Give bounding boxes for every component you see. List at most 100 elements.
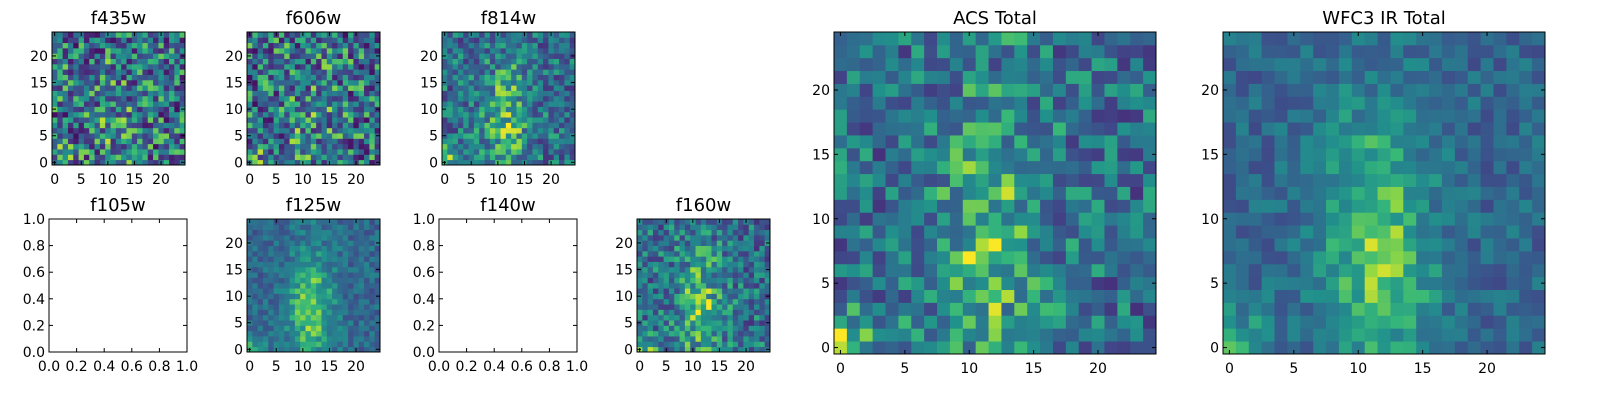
heatmap-cell xyxy=(137,53,143,59)
heatmap-cell xyxy=(1377,109,1391,123)
heatmap-cell xyxy=(321,219,328,225)
heatmap-cell xyxy=(706,288,712,294)
heatmap-cell xyxy=(1416,122,1430,136)
heatmap-cell xyxy=(872,70,886,84)
heatmap-cell xyxy=(642,245,649,252)
heatmap-cell xyxy=(1143,70,1157,84)
heatmap-cell xyxy=(754,250,760,257)
heatmap-cell xyxy=(110,53,117,59)
heatmap-cell xyxy=(131,117,138,123)
heatmap-cell xyxy=(722,346,728,353)
heatmap-cell xyxy=(690,330,696,337)
heatmap-cell xyxy=(722,277,728,284)
heatmap-cell xyxy=(326,79,333,86)
heatmap-cell xyxy=(364,282,370,289)
heatmap-cell xyxy=(495,133,501,139)
heatmap-cell xyxy=(337,149,344,155)
heatmap-cell xyxy=(1027,341,1041,355)
heatmap-cell xyxy=(174,143,181,150)
heatmap-cell xyxy=(174,138,181,145)
heatmap-cell xyxy=(452,74,459,81)
heatmap-cell xyxy=(332,69,338,75)
heatmap-cell xyxy=(83,85,90,91)
heatmap-cell xyxy=(674,325,680,332)
heatmap-cell xyxy=(126,101,133,107)
heatmap-cell xyxy=(147,53,154,59)
heatmap-cell xyxy=(126,63,133,70)
heatmap-cell xyxy=(316,298,322,305)
heatmap-cell xyxy=(1091,225,1105,239)
heatmap-cell xyxy=(1065,57,1080,72)
heatmap-cell xyxy=(94,133,101,139)
heatmap-cell xyxy=(369,63,376,70)
heatmap-cell xyxy=(142,32,149,38)
heatmap-cell xyxy=(1416,44,1430,59)
heatmap-cell xyxy=(537,42,544,49)
heatmap-cell xyxy=(278,122,285,129)
heatmap-cell xyxy=(716,245,723,252)
heatmap-cell xyxy=(1351,83,1366,97)
heatmap-cell xyxy=(78,85,85,91)
heatmap-cell xyxy=(1313,70,1327,84)
heatmap-cell xyxy=(1235,109,1250,123)
heatmap-cell xyxy=(564,69,571,75)
heatmap-cell xyxy=(1078,70,1092,84)
heatmap-cell xyxy=(898,199,912,213)
heatmap-cell xyxy=(110,111,117,118)
heatmap-cell xyxy=(364,90,370,97)
heatmap-cell xyxy=(268,63,274,70)
heatmap-cell xyxy=(358,37,365,44)
heatmap-cell xyxy=(353,224,360,231)
heatmap-cell xyxy=(759,320,766,326)
heatmap-cell xyxy=(647,304,654,310)
heatmap-cell xyxy=(911,109,925,123)
heatmap-cell xyxy=(764,325,771,332)
heatmap-cell xyxy=(748,330,755,337)
heatmap-cell xyxy=(337,341,344,348)
heatmap-cell xyxy=(473,117,480,123)
heatmap-cell xyxy=(337,122,344,129)
heatmap-cell xyxy=(1416,238,1430,252)
heatmap-cell xyxy=(163,143,170,150)
heatmap-cell xyxy=(342,341,349,348)
heatmap-cell xyxy=(358,261,365,268)
heatmap-cell xyxy=(294,245,301,252)
heatmap-cell xyxy=(163,42,170,49)
heatmap-cell xyxy=(294,122,301,129)
heatmap-cell xyxy=(1248,70,1263,84)
heatmap-cell xyxy=(374,304,381,310)
heatmap-cell xyxy=(153,106,159,113)
heatmap-cell xyxy=(700,224,707,231)
heatmap-cell xyxy=(684,336,691,342)
heatmap-cell xyxy=(110,143,117,150)
heatmap-cell xyxy=(268,229,274,236)
y-tick-label: 0 xyxy=(624,342,633,358)
heatmap-cell xyxy=(174,90,181,97)
heatmap-cell xyxy=(1078,32,1092,46)
heatmap-cell xyxy=(321,85,328,91)
heatmap-cell xyxy=(252,58,259,65)
heatmap-cell xyxy=(257,85,264,91)
heatmap-cell xyxy=(1130,276,1144,290)
heatmap-cell xyxy=(695,266,702,273)
heatmap-cell xyxy=(142,133,149,139)
heatmap-cell xyxy=(289,106,296,113)
heatmap-cell xyxy=(305,261,312,268)
heatmap-cell xyxy=(342,122,349,129)
heatmap-cell xyxy=(289,32,296,38)
heatmap-cell xyxy=(1104,57,1118,72)
heatmap-cell xyxy=(273,127,280,134)
heatmap-cell xyxy=(137,122,143,129)
heatmap-cell xyxy=(158,53,165,59)
heatmap-cell xyxy=(463,58,469,65)
heatmap-cell xyxy=(52,154,58,161)
heatmap-cell xyxy=(1287,32,1301,46)
heatmap-cell xyxy=(663,309,670,316)
heatmap-cell xyxy=(278,250,285,257)
heatmap-cell xyxy=(142,37,149,44)
heatmap-cell xyxy=(1364,147,1378,162)
heatmap-cell xyxy=(1429,44,1443,59)
heatmap-cell xyxy=(479,37,485,44)
heatmap-cell xyxy=(1223,109,1237,123)
heatmap-cell xyxy=(1532,96,1546,110)
